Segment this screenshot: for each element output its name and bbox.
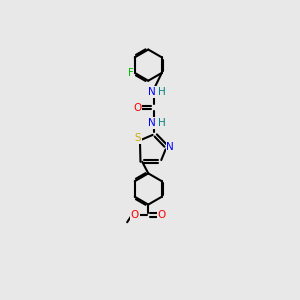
Text: O: O	[133, 103, 141, 112]
Text: H: H	[158, 118, 166, 128]
Text: H: H	[158, 87, 166, 97]
Text: O: O	[131, 210, 139, 220]
Text: N: N	[148, 87, 156, 97]
Text: O: O	[158, 210, 166, 220]
Text: F: F	[128, 68, 134, 78]
Text: S: S	[134, 133, 141, 143]
Text: N: N	[167, 142, 174, 152]
Text: N: N	[148, 118, 156, 128]
